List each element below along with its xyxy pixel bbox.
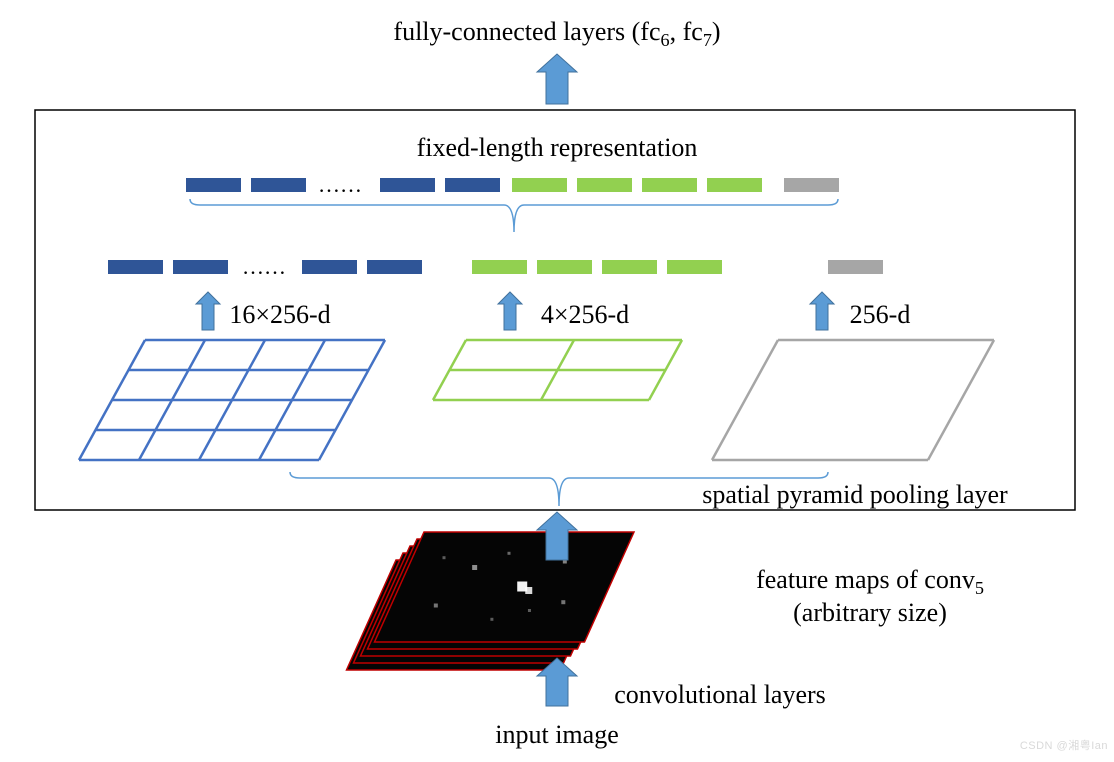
label-conv: convolutional layers (614, 680, 826, 710)
arrow-to-fc (537, 54, 577, 104)
vector-bar (367, 260, 422, 274)
dots: …… (242, 254, 286, 280)
label-dim1: 256-d (850, 300, 911, 330)
vector-bar (173, 260, 228, 274)
vector-bar (577, 178, 632, 192)
arrow-grid-0 (196, 292, 220, 330)
arrow-grid-1 (498, 292, 522, 330)
brace-top (190, 199, 838, 232)
speckle (434, 604, 438, 608)
vector-bar (380, 178, 435, 192)
vector-bar (642, 178, 697, 192)
speckle (525, 587, 532, 594)
speckle (443, 556, 446, 559)
vector-bar (512, 178, 567, 192)
vector-bar (667, 260, 722, 274)
vector-bar (186, 178, 241, 192)
label-fixed: fixed-length representation (417, 133, 698, 163)
label-dim16: 16×256-d (229, 300, 330, 330)
vector-bar (472, 260, 527, 274)
speckle (561, 600, 565, 604)
vector-bar (445, 178, 500, 192)
label-fmap1: feature maps of conv5 (756, 565, 984, 599)
label-input: input image (495, 720, 618, 750)
diagram-svg (0, 0, 1114, 757)
label-top: fully-connected layers (fc6, fc7) (393, 17, 720, 51)
vector-bar (602, 260, 657, 274)
vector-bar (251, 178, 306, 192)
grid-4x4 (79, 340, 385, 460)
vector-bar (537, 260, 592, 274)
speckle (528, 609, 531, 612)
speckle (507, 552, 510, 555)
label-fmap2: (arbitrary size) (793, 598, 947, 628)
vector-bar (707, 178, 762, 192)
vector-bar (108, 260, 163, 274)
watermark: CSDN @湘粤Ian (1020, 737, 1108, 753)
arrow-grid-2 (810, 292, 834, 330)
label-spp: spatial pyramid pooling layer (702, 480, 1007, 510)
grid-1x1 (712, 340, 994, 460)
vector-bar (784, 178, 839, 192)
speckle (490, 618, 493, 621)
dots: …… (318, 172, 362, 198)
vector-bar (302, 260, 357, 274)
label-dim4: 4×256-d (541, 300, 629, 330)
grid-2x2 (433, 340, 682, 400)
speckle (472, 565, 477, 570)
diagram-root: CSDN @湘粤Ian …… …… fully-connected layers (… (0, 0, 1114, 757)
vector-bar (828, 260, 883, 274)
